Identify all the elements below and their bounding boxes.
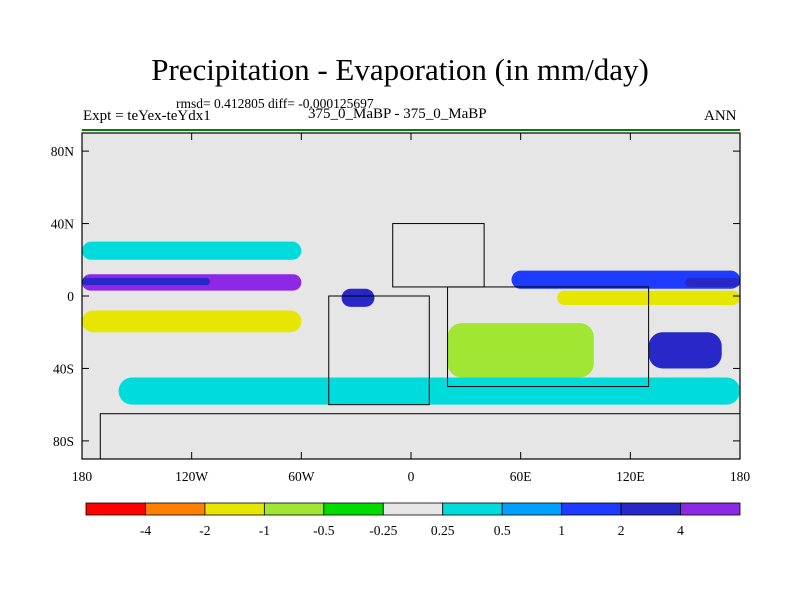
land-outline-northern-continent <box>392 223 485 288</box>
field-region-storm-track-north <box>82 241 302 260</box>
colorbar-label: -4 <box>140 523 151 538</box>
colorbar-swatch <box>382 502 444 516</box>
colorbar-label: -1 <box>259 523 270 538</box>
colorbar-label: -0.5 <box>313 523 335 538</box>
colorbar: -4 -2 -1 -0.5 -0.25 0.25 0.5 1 2 4 <box>85 502 741 538</box>
x-tick-label: 60E <box>510 469 532 484</box>
x-tick-label: 120W <box>175 469 208 484</box>
y-tick-label: 40N <box>51 217 75 232</box>
colorbar-label: 4 <box>677 523 684 538</box>
y-tick-label: 40S <box>53 361 74 376</box>
field-region-tropical-pacific-north-core <box>82 277 210 286</box>
field-region-tropical-atlantic <box>341 288 375 307</box>
colorbar-swatch <box>263 502 325 516</box>
colorbar-label: 0.25 <box>431 523 455 538</box>
colorbar-swatch <box>620 502 681 516</box>
colorbar-swatch <box>145 502 206 516</box>
case-subtitle: 375_0_MaBP - 375_0_MaBP <box>308 106 487 122</box>
land-outline-gondwana-east <box>447 286 650 388</box>
colorbar-swatch <box>85 502 146 516</box>
field-region-subtropical-dry-south-east <box>447 323 594 378</box>
field-region-subtropical-dry-south-west <box>82 310 302 333</box>
field-region-southeast-pacific-wet <box>648 332 722 369</box>
season-label: ANN <box>704 108 737 124</box>
colorbar-swatch <box>561 502 622 516</box>
x-tick-label: 180 <box>72 469 93 484</box>
land-outline-gondwana-west <box>328 295 430 406</box>
map-axes: 180 120W 60W 0 60E 120E 180 80N 40N 0 40S 80S <box>51 129 751 484</box>
x-tick-label: 60W <box>288 469 315 484</box>
field-region-tropical-indian-pacific <box>511 270 740 289</box>
colorbar-swatch <box>442 502 503 516</box>
colorbar-label: 0.5 <box>494 523 511 538</box>
rmsd-diff-stats: rmsd= 0.412805 diff= -0.000125697 <box>176 96 374 111</box>
chart-title: Precipitation - Evaporation (in mm/day) <box>151 52 649 87</box>
colorbar-swatch <box>323 502 384 516</box>
colorbar-swatch <box>204 502 265 516</box>
y-tick-label: 80S <box>53 434 74 449</box>
colorbar-label: -0.25 <box>369 523 397 538</box>
x-tick-label: 180 <box>730 469 751 484</box>
y-tick-label: 80N <box>51 144 75 159</box>
colorbar-label: 2 <box>618 523 625 538</box>
colorbar-swatch <box>501 502 563 516</box>
field-region-tropical-indian-pacific-core <box>685 277 740 287</box>
y-tick-label: 0 <box>67 289 74 304</box>
colorbar-swatch <box>680 502 741 516</box>
colorbar-label: 1 <box>558 523 565 538</box>
colorbar-label: -2 <box>199 523 210 538</box>
experiment-label: Expt = teYex-teYdx1 <box>83 108 211 124</box>
x-tick-label: 0 <box>408 469 415 484</box>
x-tick-label: 120E <box>616 469 645 484</box>
